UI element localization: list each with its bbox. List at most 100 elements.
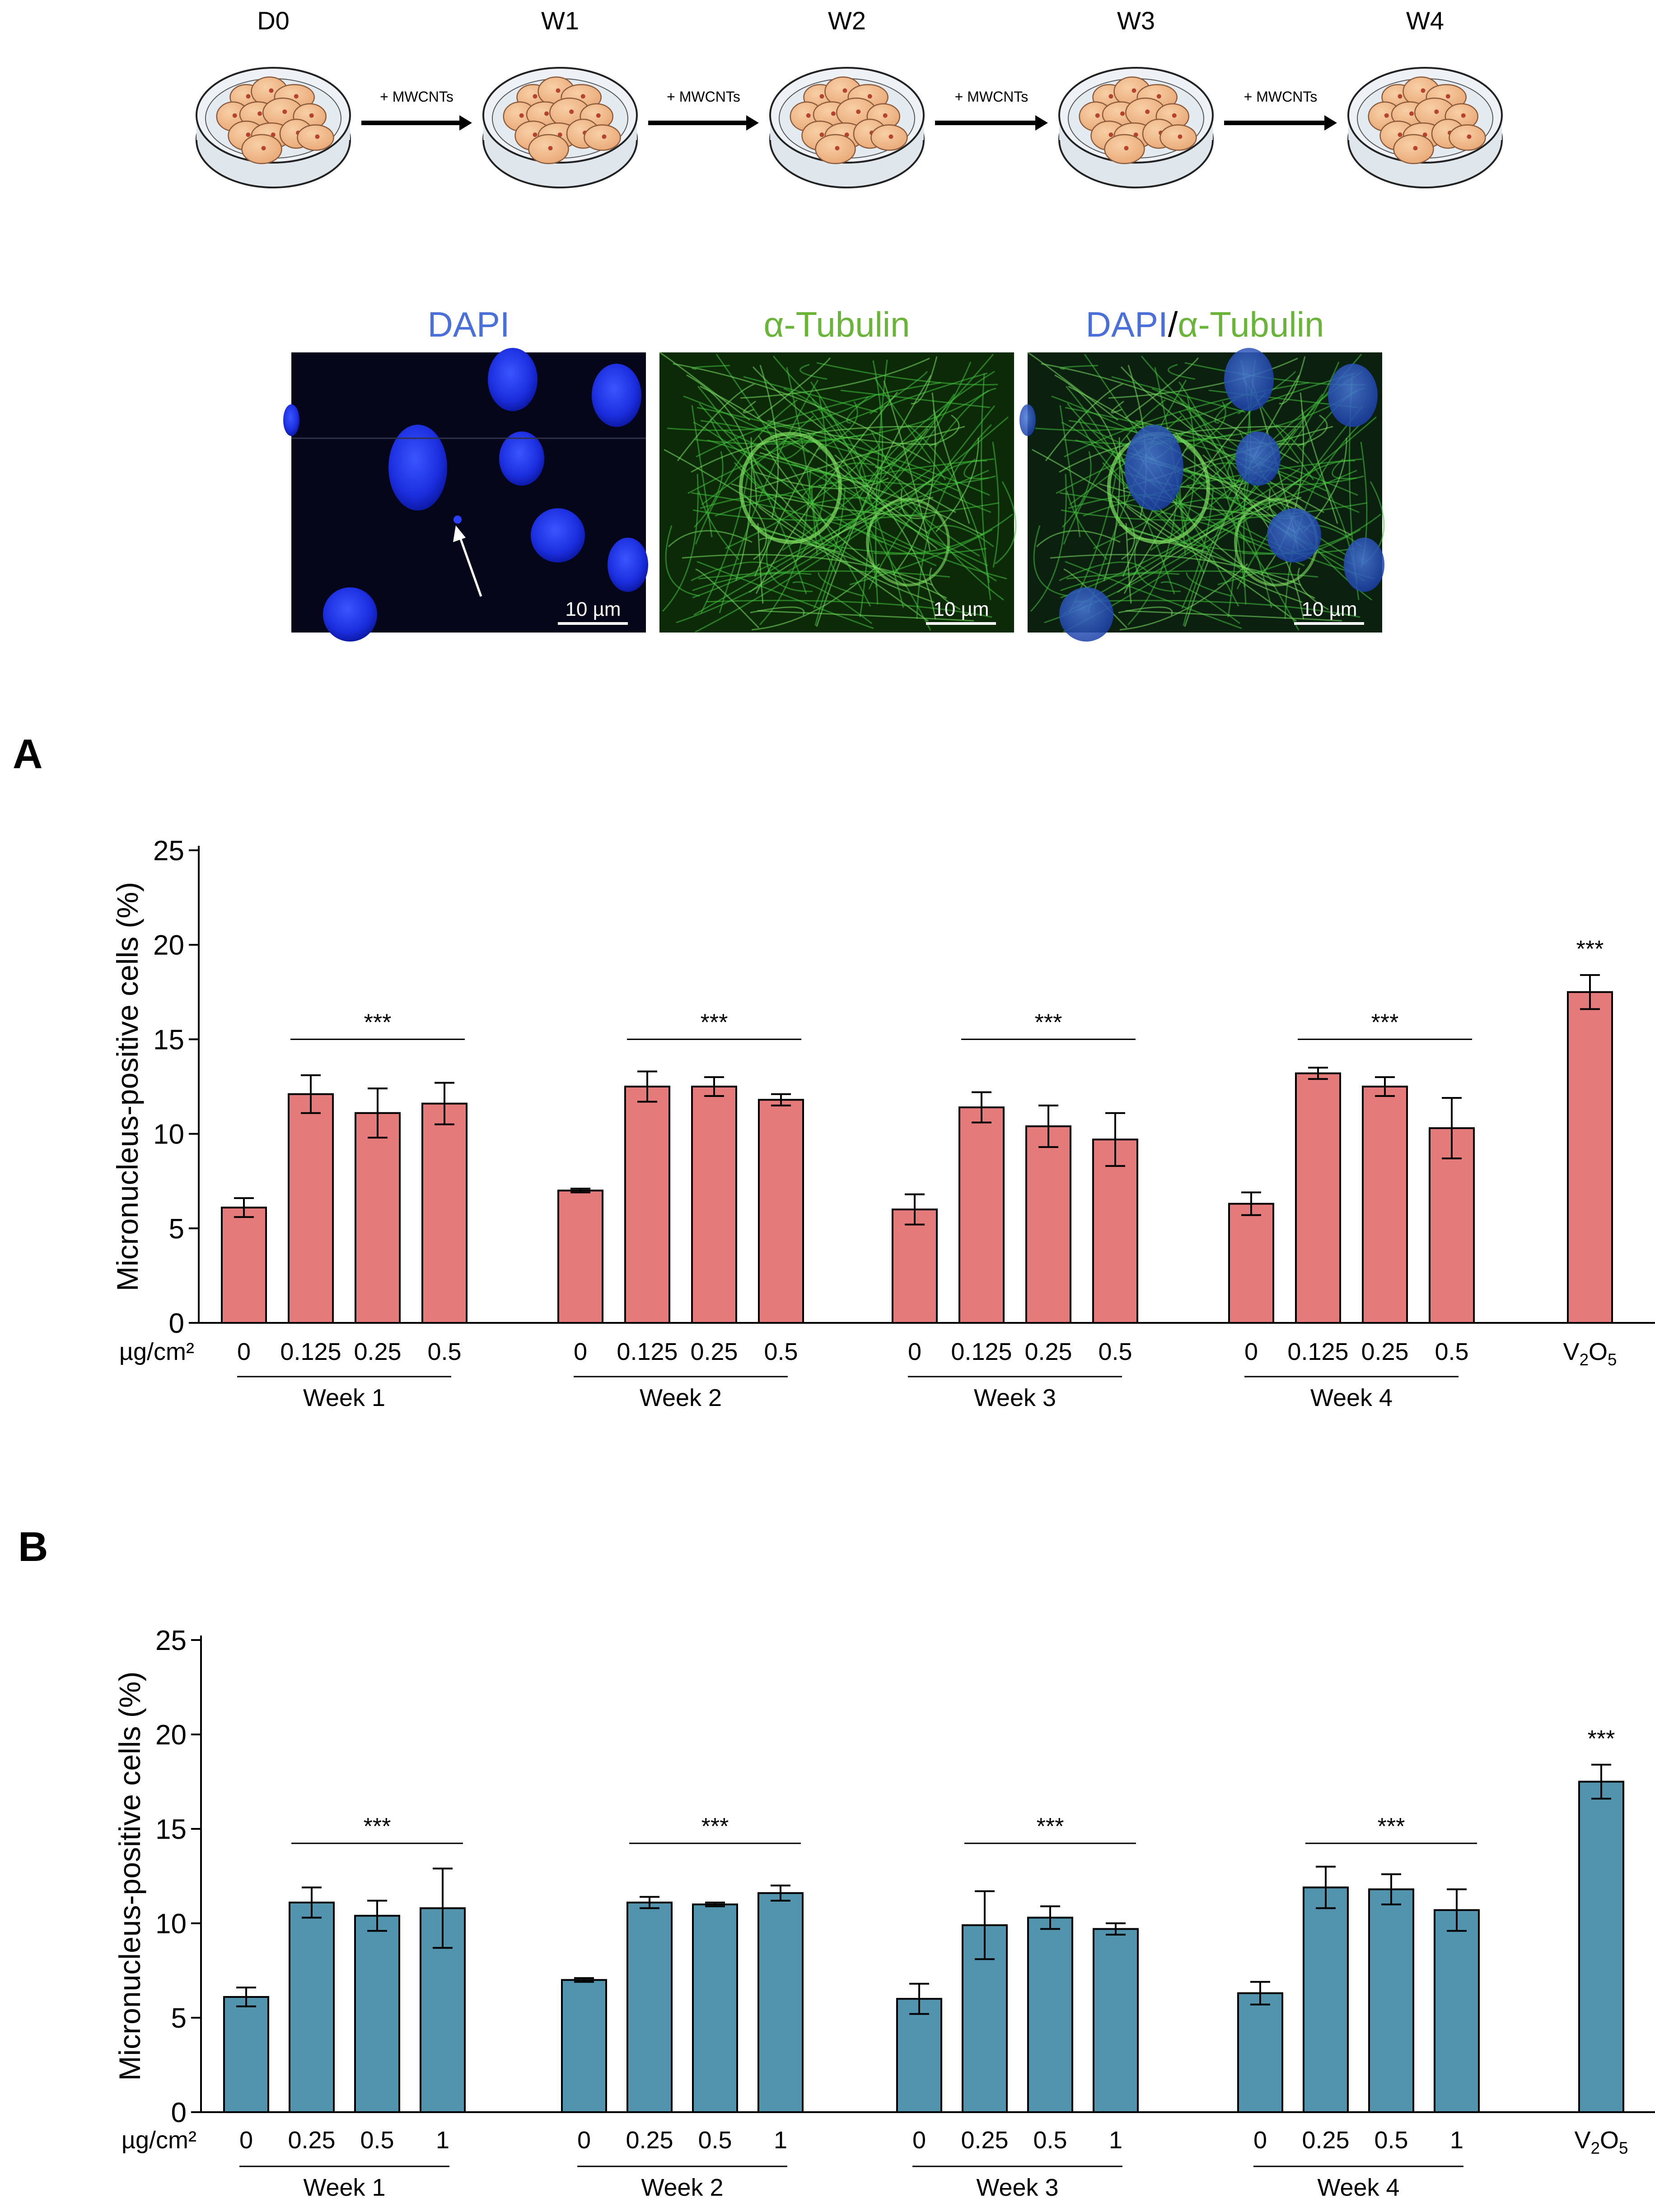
- nucleus: [1125, 425, 1183, 511]
- cell-nucleus: [533, 94, 538, 99]
- unit-label: µg/cm²: [119, 1338, 194, 1365]
- tubulin-fiber: [1119, 563, 1248, 631]
- petri-dish: [769, 67, 925, 188]
- nucleus: [1224, 348, 1274, 411]
- tubulin-fiber: [1066, 491, 1108, 561]
- x-tick-label: 0.5: [1435, 1338, 1468, 1365]
- bar: [892, 1208, 938, 1324]
- micrograph-title: α-Tubulin: [764, 305, 910, 344]
- tubulin-fiber: [710, 418, 816, 539]
- tubulin-fiber: [700, 494, 816, 509]
- cell-nucleus: [819, 132, 824, 137]
- bar-control: [1578, 1781, 1624, 2113]
- tubulin-fiber: [662, 473, 699, 612]
- tubulin-fiber: [1125, 610, 1342, 622]
- x-tick-label: 0.125: [617, 1338, 678, 1365]
- tubulin-fiber: [935, 437, 979, 533]
- x-tick-label: 0: [1244, 1338, 1258, 1365]
- cell-nucleus: [1172, 113, 1177, 118]
- nucleus: [608, 538, 648, 592]
- tubulin-fiber: [695, 399, 798, 545]
- stage-label: W2: [828, 6, 866, 35]
- nucleus: [1328, 364, 1378, 427]
- tubulin-fiber: [992, 441, 1000, 568]
- x-tick-label: 0.25: [1302, 2127, 1349, 2154]
- nucleus: [1019, 404, 1036, 436]
- scale-bar-label: 10 µm: [933, 598, 989, 620]
- tubulin-fiber: [925, 525, 994, 548]
- cell-nucleus: [1398, 132, 1403, 137]
- cell-nucleus: [1178, 134, 1183, 139]
- tubulin-fiber: [665, 525, 700, 597]
- cell-nucleus: [315, 134, 320, 139]
- tubulin-fiber: [1332, 458, 1357, 479]
- cell-nucleus: [271, 132, 276, 137]
- tubulin-fiber: [1260, 392, 1304, 576]
- tubulin-fiber: [664, 449, 929, 622]
- control-significance-mark: ***: [1576, 936, 1604, 962]
- tubulin-fiber: [695, 568, 760, 629]
- tubulin-fiber: [911, 356, 938, 404]
- x-tick-label: 0.25: [1361, 1338, 1408, 1365]
- stage-label: D0: [257, 6, 290, 35]
- chart-panel-a: 0 5 10 15 20 25 Micronucleus-positive cells (%…: [111, 835, 1655, 1411]
- tubulin-fiber: [698, 491, 740, 561]
- tubulin-fiber: [759, 452, 983, 536]
- bar: [624, 1086, 670, 1324]
- tubulin-fiber: [816, 401, 858, 451]
- x-tick-label: 0.5: [360, 2127, 394, 2154]
- tubulin-fiber: [1111, 376, 1246, 413]
- y-tick-label: 25: [153, 835, 184, 867]
- tubulin-fiber: [757, 357, 831, 419]
- significance-mark: ***: [364, 1814, 391, 1840]
- bar: [221, 1206, 267, 1324]
- cell-nucleus: [309, 113, 314, 118]
- tubulin-fiber: [870, 371, 928, 415]
- cell-nucleus: [294, 94, 299, 99]
- y-tick-label: 20: [153, 930, 184, 961]
- x-tick-label: 0: [912, 2127, 926, 2154]
- petri-dish: [482, 67, 638, 188]
- tubulin-fiber: [871, 535, 937, 567]
- cell-nucleus: [831, 111, 836, 116]
- tubulin-fiber: [697, 561, 874, 629]
- tubulin-fiber: [691, 492, 923, 555]
- tubulin-fiber: [929, 567, 961, 610]
- significance-mark: ***: [1378, 1814, 1405, 1840]
- tubulin-fiber: [1111, 400, 1124, 413]
- arrow-label: + MWCNTs: [955, 89, 1029, 105]
- tubulin-fiber: [682, 554, 933, 586]
- y-axis-title: Micronucleus-positive cells (%): [113, 1672, 146, 2081]
- cell-outline: [866, 498, 950, 586]
- tubulin-fiber: [740, 357, 930, 399]
- y-tick-label: 15: [155, 1814, 187, 1845]
- group-label: Week 1: [303, 2174, 385, 2201]
- tubulin-fiber: [719, 380, 819, 614]
- micrograph-image: [291, 352, 646, 633]
- tubulin-fiber: [754, 443, 822, 577]
- tubulin-fiber: [792, 581, 872, 624]
- tubulin-fiber: [693, 451, 724, 528]
- tubulin-fiber: [995, 481, 1017, 565]
- nucleus: [388, 425, 447, 511]
- x-tick-label: 0.25: [690, 1338, 738, 1365]
- bar: [1027, 1917, 1073, 2113]
- bar: [1237, 1992, 1283, 2114]
- tubulin-fiber: [751, 563, 880, 631]
- scale-bar-label: 10 µm: [1301, 598, 1357, 620]
- cell-nucleus: [519, 113, 524, 118]
- arrow-head: [1324, 115, 1337, 131]
- arrow-head: [459, 115, 472, 131]
- nucleus: [1267, 508, 1321, 562]
- arrow-label: + MWCNTs: [380, 89, 453, 105]
- cell-nucleus: [1413, 146, 1418, 150]
- y-tick-label: 0: [171, 2097, 187, 2128]
- cell-nucleus: [1095, 113, 1100, 118]
- cell-nucleus: [1398, 94, 1403, 99]
- y-tick-label: 0: [169, 1308, 184, 1339]
- bar: [758, 1099, 804, 1324]
- x-tick-label: 1: [436, 2127, 449, 2154]
- tubulin-fiber: [700, 420, 959, 492]
- arrow-head: [746, 115, 759, 131]
- petri-dish: [1058, 67, 1214, 188]
